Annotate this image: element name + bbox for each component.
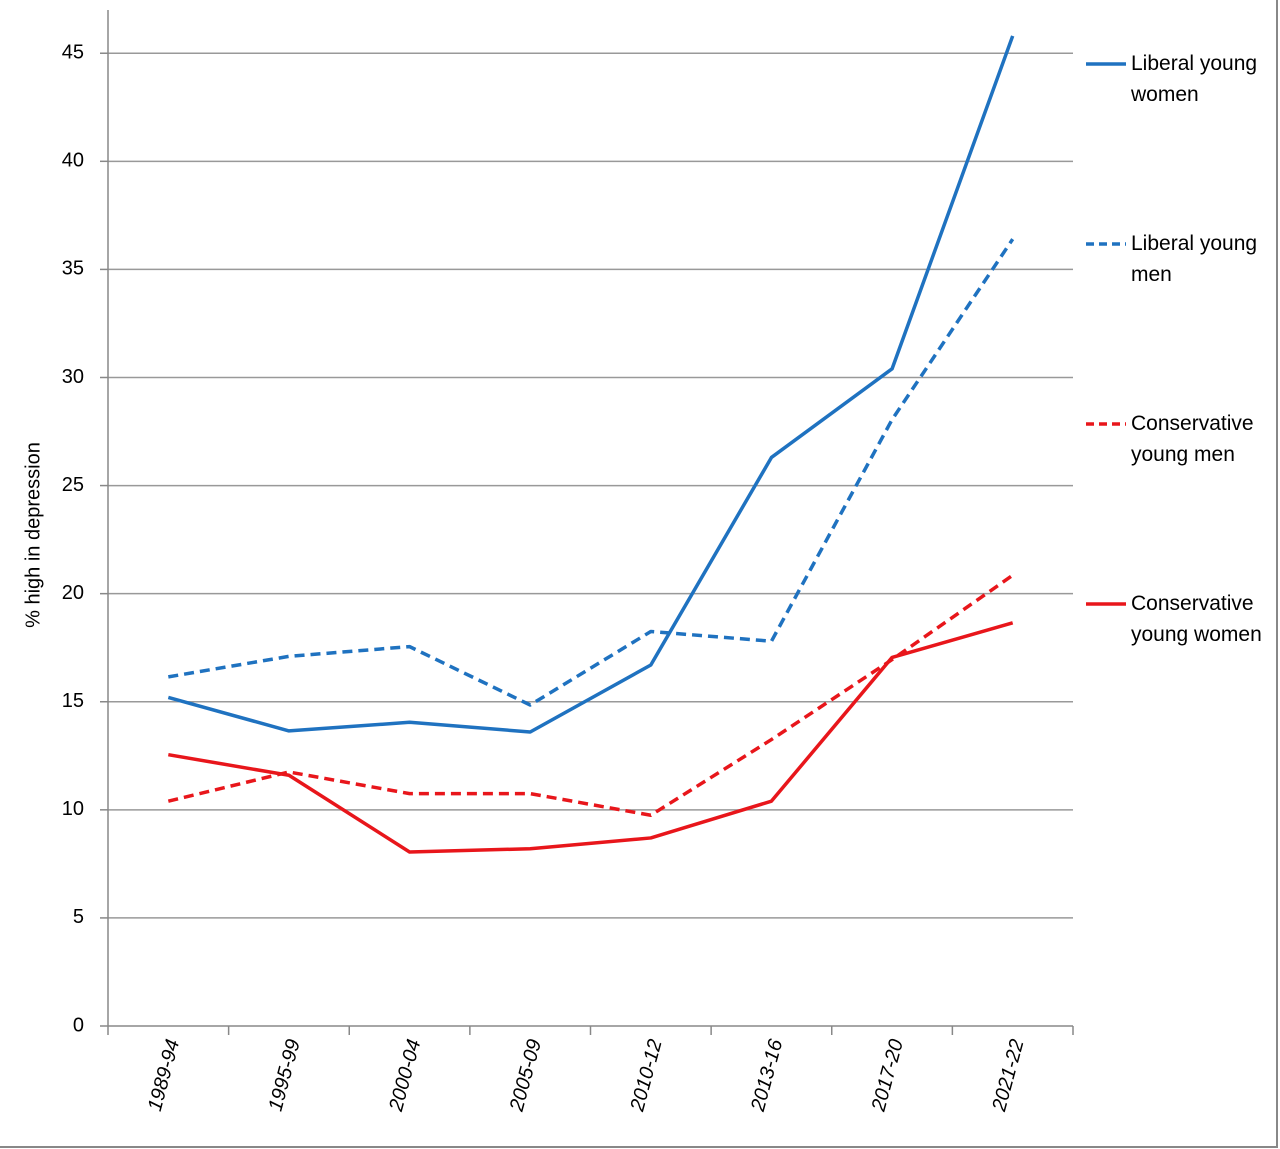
x-tick-label: 2000-04: [385, 1037, 426, 1115]
legend-label: Liberal young women: [1131, 52, 1258, 106]
x-tick-label: 2017-20: [867, 1037, 908, 1115]
series-line: [167, 573, 1014, 817]
y-tick-label: 35: [62, 258, 84, 280]
x-tick-label: 2005-09: [506, 1037, 547, 1115]
y-tick-label: 45: [62, 42, 84, 64]
y-tick-label: 40: [62, 150, 84, 172]
y-tick-label: 10: [62, 798, 84, 820]
legend-label: Conservative young women: [1131, 592, 1262, 646]
x-tick-label: 1989-94: [144, 1037, 184, 1114]
y-tick-label: 0: [73, 1014, 84, 1036]
series-line: [168, 621, 1014, 854]
y-axis-label: % high in depression: [22, 442, 44, 628]
x-tick-label: 2010-12: [626, 1037, 667, 1115]
y-tick-label: 30: [62, 366, 84, 388]
x-tick-label: 2021-22: [988, 1037, 1029, 1115]
x-tick-label: 2013-16: [747, 1036, 788, 1114]
legend-label: Conservative young men: [1131, 412, 1254, 466]
y-tick-label: 5: [73, 906, 84, 928]
legend-label: Liberal young men: [1131, 232, 1258, 286]
series-line: [168, 238, 1015, 707]
series-line: [167, 35, 1015, 734]
y-tick-label: 20: [62, 582, 84, 604]
y-tick-label: 25: [62, 474, 84, 496]
y-tick-label: 15: [62, 690, 84, 712]
x-tick-label: 1995-99: [265, 1037, 305, 1114]
